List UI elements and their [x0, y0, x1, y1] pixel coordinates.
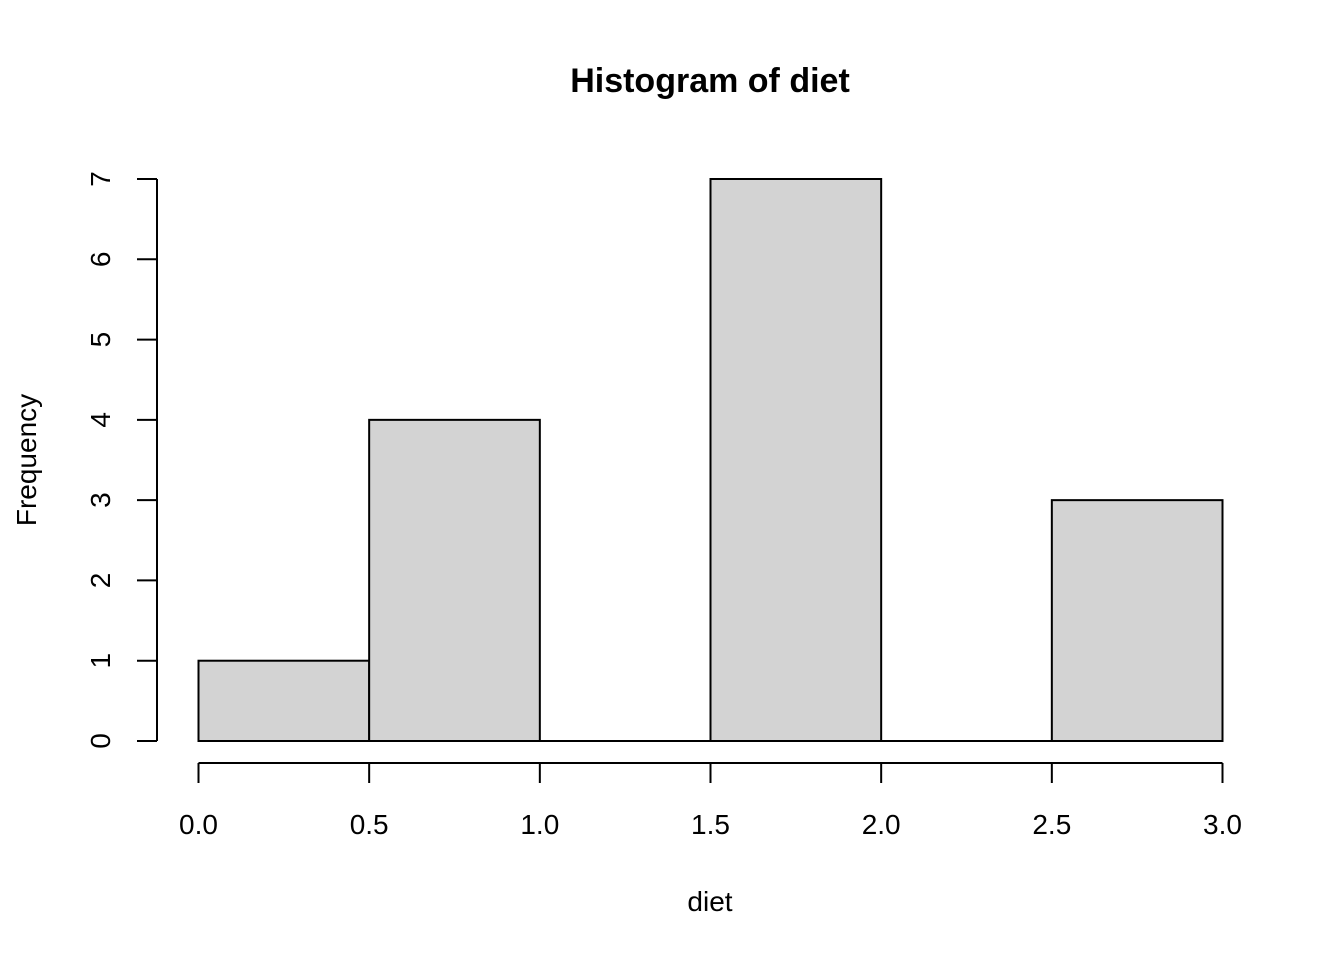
x-tick-label: 1.0 [520, 809, 559, 840]
y-axis-label: Frequency [11, 394, 42, 526]
x-tick-label: 2.5 [1032, 809, 1071, 840]
histogram-bar [709, 178, 883, 742]
y-tick-label: 0 [85, 733, 116, 749]
histogram-bar [1050, 499, 1224, 742]
x-axis-label: diet [687, 886, 732, 917]
x-tick-label: 0.0 [179, 809, 218, 840]
y-axis: 0 1 2 3 4 5 6 7 [85, 171, 158, 749]
y-tick-label: 1 [85, 653, 116, 669]
x-tick-label: 2.0 [862, 809, 901, 840]
y-tick-label: 3 [85, 492, 116, 508]
x-tick-label: 3.0 [1203, 809, 1242, 840]
bars-group [197, 178, 1224, 743]
y-tick-label: 4 [85, 412, 116, 428]
y-tick-label: 7 [85, 171, 116, 187]
y-tick-label: 5 [85, 332, 116, 348]
histogram-bar [368, 418, 541, 742]
histogram-bar [197, 659, 371, 743]
x-tick-label: 1.5 [691, 809, 730, 840]
y-tick-label: 2 [85, 573, 116, 589]
x-axis: 0.0 0.5 1.0 1.5 2.0 2.5 3.0 [179, 762, 1242, 840]
x-tick-label: 0.5 [350, 809, 389, 840]
y-tick-label: 6 [85, 251, 116, 267]
chart-title: Histogram of diet [570, 62, 850, 100]
